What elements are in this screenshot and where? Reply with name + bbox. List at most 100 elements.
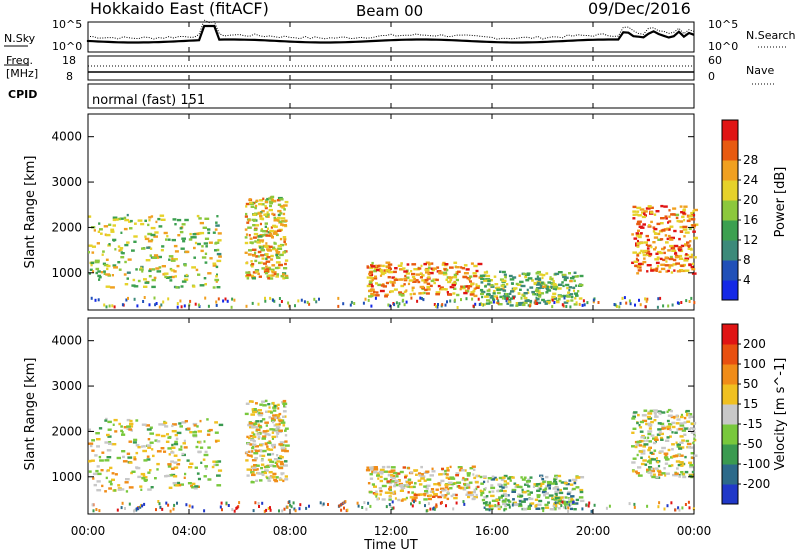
data-cell [483, 496, 488, 499]
colorbar-segment [722, 484, 738, 505]
cpid-panel: CPID normal (fast) 151 [8, 83, 695, 109]
data-cell [511, 490, 516, 493]
data-cell [270, 268, 275, 271]
data-cell [129, 227, 133, 230]
ground-scatter-cell [261, 501, 264, 505]
data-cell [126, 271, 131, 274]
data-cell [252, 254, 256, 257]
data-cell [645, 207, 651, 210]
data-cell [259, 454, 262, 457]
data-cell [380, 284, 385, 287]
data-cell [392, 475, 395, 478]
ground-scatter-cell [597, 301, 600, 304]
data-cell [439, 491, 442, 494]
data-cell [260, 248, 264, 252]
ground-scatter-cell [644, 305, 647, 309]
x-tick-label: 08:00 [273, 524, 308, 538]
data-cell [257, 436, 261, 439]
data-cell [170, 473, 176, 477]
data-cell [95, 432, 100, 435]
data-cell [526, 288, 529, 292]
data-cell [507, 477, 511, 480]
data-cell [141, 423, 147, 426]
data-cell [661, 472, 666, 475]
data-cell [692, 210, 695, 213]
data-cell [643, 241, 648, 244]
data-cell [642, 419, 648, 423]
ground-scatter-cell [220, 501, 223, 505]
data-cell [579, 490, 584, 494]
data-cell [384, 491, 389, 494]
data-cell [194, 232, 200, 236]
data-cell [273, 242, 277, 245]
ground-scatter-cell [618, 305, 621, 309]
data-cell [379, 289, 385, 293]
data-cell [529, 299, 533, 303]
data-cell [453, 287, 457, 290]
data-cell [279, 441, 285, 444]
data-cell [373, 269, 377, 273]
data-cell [260, 459, 264, 462]
ground-scatter-cell [455, 501, 458, 505]
data-cell [693, 237, 698, 240]
data-cell [522, 294, 526, 297]
data-cell [449, 465, 452, 469]
data-cell [685, 439, 690, 443]
data-cell [479, 475, 483, 479]
ground-scatter-cell [292, 501, 295, 505]
data-cell [253, 236, 257, 239]
data-cell [572, 487, 576, 491]
ground-scatter-cell [465, 297, 468, 301]
data-cell [659, 238, 664, 241]
data-cell [673, 229, 677, 233]
data-cell [506, 295, 510, 298]
data-cell [390, 475, 393, 479]
data-cell [538, 292, 542, 295]
data-cell [369, 266, 374, 270]
data-cell [536, 503, 542, 506]
data-cell [368, 281, 373, 284]
data-cell [687, 446, 690, 449]
data-cell [431, 470, 436, 473]
data-cell [282, 236, 287, 239]
data-cell [202, 226, 207, 229]
data-cell [114, 218, 119, 221]
data-cell [163, 231, 168, 235]
data-cell [563, 294, 567, 298]
data-cell [446, 497, 450, 501]
data-cell [539, 286, 544, 289]
data-cell [372, 277, 378, 280]
ground-scatter-cell [503, 508, 506, 512]
data-cell [667, 408, 672, 412]
data-cell [680, 413, 683, 417]
data-cell [462, 486, 466, 490]
data-cell [169, 279, 173, 282]
ground-scatter-cell [633, 502, 636, 506]
data-cell [255, 428, 261, 431]
data-cell [174, 275, 177, 278]
data-cell [691, 214, 696, 217]
data-cell [161, 423, 166, 426]
data-cell [424, 288, 428, 292]
data-cell [147, 438, 151, 441]
data-cell [648, 224, 651, 227]
data-cell [111, 274, 114, 277]
data-cell [529, 286, 534, 289]
data-cell [244, 236, 248, 239]
data-cell [568, 497, 572, 500]
data-cell [153, 235, 158, 238]
ground-scatter-cell [219, 505, 222, 509]
ground-scatter-cell [305, 506, 308, 510]
data-cell [377, 283, 382, 287]
data-cell [217, 469, 223, 472]
data-cell [684, 257, 690, 260]
data-cell [435, 494, 438, 497]
data-cell [500, 494, 505, 497]
data-cell [635, 234, 639, 237]
ground-scatter-cell [583, 303, 586, 307]
ground-scatter-cell [364, 297, 367, 301]
data-cell [480, 482, 484, 485]
data-cell [571, 275, 576, 279]
data-cell [509, 278, 515, 281]
data-cell [682, 209, 686, 212]
